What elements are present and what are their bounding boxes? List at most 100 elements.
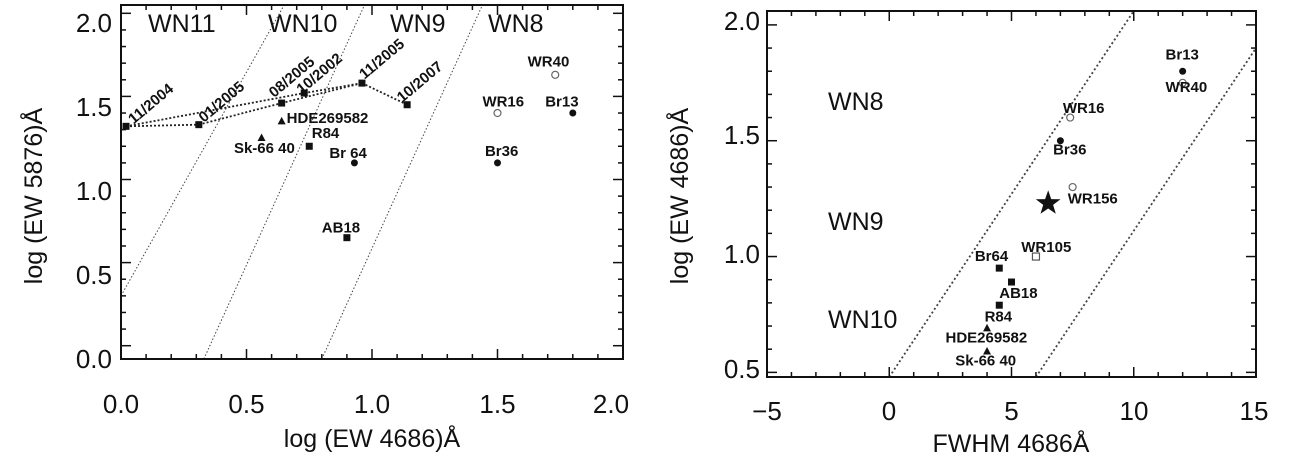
epoch-track-segment — [304, 82, 363, 94]
left-x-axis-label: log (EW 4686)Å — [284, 423, 461, 453]
right-point-marker — [1178, 78, 1187, 87]
right-region-label-wn8: WN8 — [828, 88, 884, 116]
left-point-label: Br36 — [485, 143, 518, 160]
right-x-tick-label: 0 — [882, 396, 896, 426]
right-point-label: WR16 — [1063, 100, 1105, 117]
left-x-tick-labels: 0.0 0.5 1.0 1.5 2.0 — [103, 389, 629, 419]
right-data-points: Br13 WR40 WR16 Br36 WR156 WR105 Br64 AB18 R84 HDE… — [945, 47, 1207, 370]
left-y-tick-label: 1.0 — [76, 176, 112, 206]
left-region-label-wn10: WN10 — [268, 10, 337, 38]
right-boundary-line — [888, 11, 1135, 377]
left-region-label-wn11: WN11 — [148, 10, 216, 38]
right-x-tick-label: 5 — [1004, 396, 1018, 426]
left-region-boundaries — [121, 5, 483, 359]
left-x-tick-label: 2.0 — [593, 389, 629, 419]
left-y-tick-label: 0.0 — [76, 344, 112, 374]
right-point-label: WR40 — [1166, 79, 1208, 96]
right-y-tick-labels: 0.5 1.0 1.5 2.0 — [724, 6, 760, 384]
epoch-track-segment — [281, 82, 363, 104]
epoch-marker — [122, 122, 130, 130]
left-point-label: WR16 — [482, 93, 524, 110]
right-x-tick-labels: −5 0 5 10 15 — [752, 396, 1268, 426]
right-point-marker — [983, 347, 992, 355]
left-point-label: Sk-66 40 — [234, 140, 295, 157]
left-y-tick-label: 2.0 — [76, 8, 112, 38]
left-point-label: AB18 — [322, 220, 360, 237]
left-point-label: HDE269582 — [287, 110, 369, 127]
right-point-label: WR156 — [1068, 190, 1118, 207]
left-y-tick-labels: 0.0 0.5 1.0 1.5 2.0 — [76, 8, 112, 374]
right-point-marker — [1179, 67, 1187, 75]
right-y-tick-label: 1.5 — [724, 120, 760, 150]
left-point-marker — [257, 133, 266, 141]
right-point-marker — [1035, 190, 1061, 214]
right-y-tick-label: 0.5 — [724, 354, 760, 384]
left-point-marker — [569, 109, 577, 117]
epoch-label: 11/2004 — [125, 80, 177, 128]
right-region-label-wn9: WN9 — [828, 208, 884, 236]
right-x-axis-label: FWHM 4686Å — [933, 428, 1090, 458]
left-point-label: Br 64 — [329, 145, 367, 162]
right-boundary-line — [1035, 47, 1256, 377]
right-point-marker — [1056, 137, 1064, 145]
left-point-marker — [305, 142, 313, 150]
epoch-marker — [278, 99, 286, 107]
right-point-label: AB18 — [999, 285, 1037, 302]
left-tick-marks — [120, 5, 624, 359]
right-x-tick-label: −5 — [752, 396, 782, 426]
right-region-label-wn10: WN10 — [828, 306, 897, 334]
right-point-marker — [995, 301, 1003, 309]
right-y-tick-label: 1.0 — [724, 239, 760, 269]
right-point-marker — [1008, 278, 1015, 286]
left-boundary-line — [121, 5, 285, 297]
epoch-marker — [358, 79, 366, 87]
left-y-axis-label: log (EW 5876)Å — [18, 107, 48, 284]
left-point-marker — [551, 70, 560, 79]
left-x-tick-label: 0.5 — [228, 389, 264, 419]
left-point-marker — [494, 159, 501, 167]
left-point-label: Br13 — [545, 93, 578, 110]
epoch-label: 11/2005 — [356, 36, 408, 83]
right-point-label: Br64 — [975, 248, 1009, 265]
right-point-marker — [983, 323, 992, 332]
right-x-tick-label: 15 — [1240, 396, 1269, 426]
left-region-label-wn9: WN9 — [390, 10, 446, 38]
right-y-axis-label: log (EW 4686)Å — [664, 107, 694, 284]
right-point-marker — [1066, 113, 1075, 122]
left-x-tick-label: 1.5 — [479, 389, 515, 419]
left-y-tick-label: 1.5 — [76, 92, 112, 122]
right-region-boundaries — [888, 11, 1256, 377]
left-x-tick-label: 0.0 — [103, 389, 139, 419]
epoch-track-segment — [361, 82, 408, 106]
left-point-label: WR40 — [528, 53, 570, 70]
left-point-marker — [277, 116, 286, 125]
epoch-label: 10/2007 — [394, 58, 446, 106]
left-point-marker — [343, 234, 351, 242]
right-x-tick-label: 10 — [1120, 396, 1149, 426]
epoch-track-segment — [125, 123, 199, 128]
right-point-label: Br36 — [1053, 142, 1086, 159]
right-point-marker — [995, 264, 1003, 272]
right-y-tick-label: 2.0 — [724, 6, 760, 36]
left-data-points: WR40 Br13 WR16 Br36 Br 64 R84 Sk-66 40 HDE26958… — [234, 53, 579, 242]
right-point-label: HDE269582 — [945, 329, 1027, 346]
right-point-label: R84 — [985, 308, 1013, 325]
right-point-label: WR105 — [1021, 239, 1071, 256]
right-point-label: Br13 — [1166, 47, 1199, 64]
left-x-tick-label: 1.0 — [354, 389, 390, 419]
left-boundary-line — [321, 5, 483, 359]
right-region-labels: WN8 WN9 WN10 — [828, 88, 897, 334]
epoch-marker — [195, 121, 203, 129]
left-point-marker — [493, 108, 502, 118]
right-point-label: Sk-66 40 — [955, 352, 1016, 369]
right-point-marker — [1068, 182, 1077, 192]
right-tick-marks — [766, 11, 1257, 377]
epoch-marker — [300, 89, 308, 97]
left-point-marker — [350, 159, 358, 167]
left-point-label: R84 — [312, 125, 340, 142]
left-region-label-wn8: WN8 — [488, 10, 544, 38]
right-panel: Br13 WR40 WR16 Br36 WR156 WR105 Br64 AB18 R84 HDE… — [664, 6, 1268, 458]
